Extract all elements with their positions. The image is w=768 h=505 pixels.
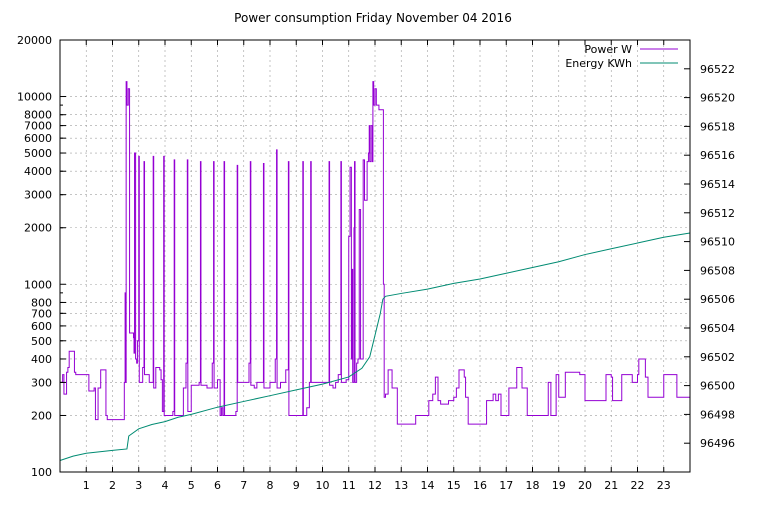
legend-label: Power W (584, 43, 632, 56)
y-right-tick-label: 96522 (700, 63, 735, 76)
x-tick-label: 14 (421, 479, 435, 492)
y-left-tick-label: 8000 (24, 109, 52, 122)
y-left-tick-label: 6000 (24, 132, 52, 145)
x-tick-label: 20 (578, 479, 592, 492)
y-right-tick-label: 96516 (700, 149, 735, 162)
x-tick-label: 18 (526, 479, 540, 492)
x-tick-label: 7 (240, 479, 247, 492)
x-tick-label: 16 (473, 479, 487, 492)
chart-title: Power consumption Friday November 04 201… (234, 11, 512, 25)
y-right-tick-label: 96498 (700, 408, 735, 421)
x-tick-label: 15 (447, 479, 461, 492)
y-left-tick-label: 2000 (24, 222, 52, 235)
x-tick-label: 23 (657, 479, 671, 492)
x-tick-label: 9 (293, 479, 300, 492)
y-left-tick-label: 20000 (17, 34, 52, 47)
y-right-tick-label: 96496 (700, 437, 735, 450)
y-left-tick-label: 400 (31, 353, 52, 366)
y-left-tick-label: 3000 (24, 189, 52, 202)
x-tick-label: 21 (604, 479, 618, 492)
x-tick-label: 17 (499, 479, 513, 492)
y-right-tick-label: 96508 (700, 264, 735, 277)
x-tick-label: 19 (552, 479, 566, 492)
y-right-tick-label: 96514 (700, 178, 735, 191)
x-tick-label: 4 (162, 479, 169, 492)
y-left-tick-label: 100 (31, 466, 52, 479)
x-tick-label: 11 (342, 479, 356, 492)
y-right-tick-label: 96500 (700, 380, 735, 393)
grid (60, 40, 690, 472)
axes: 1 2 3 4 5 6 7 8 9 10 11 12 13 14 15 16 17 18 19 20 21 22 23100… (17, 34, 735, 492)
y-right-tick-label: 96520 (700, 92, 735, 105)
y-left-tick-label: 600 (31, 320, 52, 333)
y-right-tick-label: 96502 (700, 351, 735, 364)
x-tick-label: 5 (188, 479, 195, 492)
y-left-tick-label: 300 (31, 376, 52, 389)
series-line-power-w (60, 81, 690, 425)
x-tick-label: 6 (214, 479, 221, 492)
x-tick-label: 1 (83, 479, 90, 492)
x-tick-label: 2 (109, 479, 116, 492)
x-tick-label: 13 (394, 479, 408, 492)
y-left-tick-label: 7000 (24, 120, 52, 133)
x-tick-label: 3 (135, 479, 142, 492)
y-left-tick-label: 10000 (17, 91, 52, 104)
y-left-tick-label: 5000 (24, 147, 52, 160)
y-left-tick-label: 700 (31, 307, 52, 320)
y-right-tick-label: 96504 (700, 322, 735, 335)
y-right-tick-label: 96512 (700, 207, 735, 220)
y-left-tick-label: 1000 (24, 278, 52, 291)
x-tick-label: 12 (368, 479, 382, 492)
legend-label: Energy KWh (565, 57, 632, 70)
plot-frame (59, 39, 691, 473)
x-tick-label: 22 (631, 479, 645, 492)
series-line-energy-kwh (59, 232, 691, 461)
x-tick-label: 8 (267, 479, 274, 492)
x-tick-label: 10 (316, 479, 330, 492)
y-right-tick-label: 96510 (700, 236, 735, 249)
plot-area (59, 81, 691, 461)
y-left-tick-label: 800 (31, 296, 52, 309)
y-left-tick-label: 500 (31, 335, 52, 348)
y-right-tick-label: 96506 (700, 293, 735, 306)
y-left-tick-label: 4000 (24, 165, 52, 178)
y-right-tick-label: 96518 (700, 120, 735, 133)
y-left-tick-label: 200 (31, 409, 52, 422)
